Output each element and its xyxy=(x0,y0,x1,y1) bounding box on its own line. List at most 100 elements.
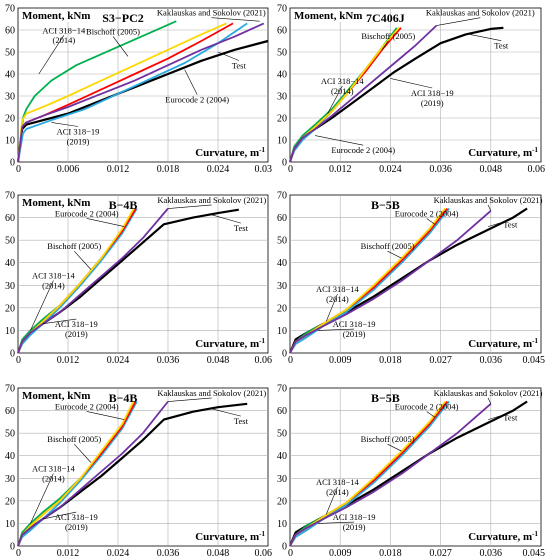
y-tick-label: 10 xyxy=(5,326,15,337)
x-tick-label: 0.06 xyxy=(255,355,273,366)
series-annotation: Kaklauskas and Sokolov (2021) xyxy=(157,195,266,205)
y-tick-label: 40 xyxy=(277,70,287,81)
series-kaklauskas xyxy=(289,210,492,354)
y-tick-label: 60 xyxy=(277,406,287,417)
y-tick-label: 10 xyxy=(5,519,15,530)
x-tick-label: 0 xyxy=(288,164,293,175)
x-tick-label: 0.036 xyxy=(480,548,503,556)
leader-line xyxy=(112,36,129,57)
leader-line xyxy=(42,511,77,520)
series-annotation: Test xyxy=(503,413,518,423)
x-tick-label: 0.048 xyxy=(207,548,230,556)
series-annotation: (2019) xyxy=(421,98,444,108)
x-tick-label: 0 xyxy=(288,355,293,366)
series-annotation: (2014) xyxy=(331,86,354,96)
y-tick-label: 70 xyxy=(277,4,287,15)
y-tick-label: 0 xyxy=(10,542,15,553)
series-annotation: (2019) xyxy=(343,522,366,532)
leader-line xyxy=(86,411,125,420)
y-tick-label: 10 xyxy=(277,519,287,530)
x-tick-label: 0.012 xyxy=(107,164,130,175)
chart-panel-5: 0 10 20 30 40 50 60 70 0 0.012 0.024 0.036 0.048 0.06… xyxy=(5,384,272,556)
series-annotation: ACI 318−19 xyxy=(333,319,376,329)
x-tick-label: 0 xyxy=(16,164,21,175)
y-tick-label: 40 xyxy=(277,258,287,269)
x-tick-label: 0.036 xyxy=(157,548,180,556)
y-label-background xyxy=(20,196,94,209)
series-annotation: Bischoff (2005) xyxy=(361,241,415,251)
y-tick-label: 70 xyxy=(5,4,15,15)
series-annotation: Bischoff (2005) xyxy=(86,26,140,36)
series-aci19 xyxy=(17,22,248,163)
y-tick-label: 20 xyxy=(5,303,15,314)
series-annotation: (2019) xyxy=(65,522,88,532)
x-tick-label: 0 xyxy=(16,355,21,366)
series-annotation: (2019) xyxy=(343,329,366,339)
series-annotation: (2019) xyxy=(67,136,90,146)
leader-line xyxy=(325,293,338,322)
leader-line xyxy=(74,443,92,463)
series-annotation: ACI 318−19 xyxy=(55,319,98,329)
leader-line xyxy=(317,328,355,331)
series-annotation: Bischoff (2005) xyxy=(47,241,101,251)
x-axis-label-superscript: -1 xyxy=(259,530,265,538)
leader-line xyxy=(51,122,79,127)
y-tick-label: 60 xyxy=(5,26,15,37)
leader-line xyxy=(387,250,402,259)
x-axis-label: Curvature, m-1 xyxy=(195,530,265,543)
panel-title: 7C406J xyxy=(366,11,405,25)
y-tick-label: 30 xyxy=(5,281,15,292)
x-axis-label: Curvature, m-1 xyxy=(195,146,265,159)
series-annotation: Test xyxy=(234,416,249,426)
leader-line xyxy=(38,35,65,75)
series-annotation: Bischoff (2005) xyxy=(47,434,101,444)
x-axis-label-superscript: -1 xyxy=(532,337,538,345)
x-tick-label: 0.024 xyxy=(107,548,130,556)
series-annotation: ACI 318−14 xyxy=(316,284,360,294)
plot-area xyxy=(17,387,269,547)
x-axis-label-superscript: -1 xyxy=(532,146,538,154)
leader-line xyxy=(30,473,54,524)
leader-line xyxy=(30,280,54,331)
y-tick-label: 10 xyxy=(5,136,15,147)
leader-line xyxy=(184,69,198,95)
x-tick-label: 0 xyxy=(16,548,21,556)
series-annotation: Test xyxy=(503,220,518,230)
series-aci19 xyxy=(289,207,450,354)
series-annotation: ACI 318−19 xyxy=(333,512,376,522)
y-tick-label: 30 xyxy=(277,474,287,485)
leader-line xyxy=(167,204,212,209)
series-kaklauskas xyxy=(289,24,438,163)
leader-line xyxy=(209,213,241,224)
y-tick-label: 20 xyxy=(5,114,15,125)
series-annotation: ACI 318−14 xyxy=(316,477,360,487)
y-tick-label: 0 xyxy=(10,158,15,169)
leader-line xyxy=(325,486,338,515)
x-tick-label: 0.018 xyxy=(157,164,180,175)
series-annotation: Eurocode 2 (2004) xyxy=(331,145,395,155)
x-tick-label: 0.018 xyxy=(379,548,402,556)
y-tick-label: 10 xyxy=(277,136,287,147)
series-annotation: Eurocode 2 (2004) xyxy=(55,208,119,218)
x-tick-label: 0.036 xyxy=(480,355,503,366)
y-axis-label: Moment, kNm xyxy=(22,197,90,209)
leader-line xyxy=(487,219,511,227)
y-axis-label: Moment, kNm xyxy=(22,10,90,22)
leader-line xyxy=(469,34,502,41)
series-annotation: Test xyxy=(234,223,249,233)
series-annotation: (2014) xyxy=(326,294,349,304)
x-tick-label: 0.009 xyxy=(329,548,352,556)
panel-title: B−5B xyxy=(371,198,400,212)
leader-line xyxy=(426,218,436,225)
y-tick-label: 60 xyxy=(5,213,15,224)
y-tick-label: 70 xyxy=(277,384,287,395)
leader-line xyxy=(217,51,239,61)
x-tick-label: 0.036 xyxy=(157,355,180,366)
chart-panel-6: 0 10 20 30 40 50 60 70 0 0.009 0.018 0.027 0.036 0.04… xyxy=(277,384,545,556)
series-annotation: Kaklauskas and Sokolov (2021) xyxy=(434,388,543,398)
series-aci19 xyxy=(17,208,138,354)
x-axis-label-superscript: -1 xyxy=(532,530,538,538)
y-tick-label: 50 xyxy=(5,48,15,59)
y-tick-label: 30 xyxy=(277,281,287,292)
y-tick-label: 70 xyxy=(5,191,15,202)
